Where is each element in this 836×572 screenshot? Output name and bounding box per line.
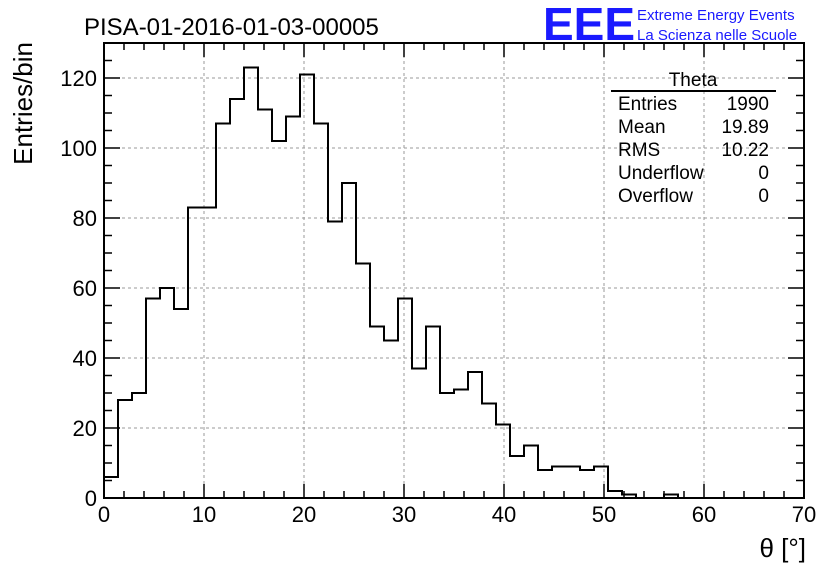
y-tick-labels: 0 20 40 60 80 100 120	[60, 66, 97, 511]
y-tick-label: 100	[60, 136, 97, 161]
histogram-bin	[202, 208, 216, 499]
histogram-bin	[496, 425, 510, 499]
y-axis-label: Entries/bin	[8, 42, 38, 165]
histogram-bin	[566, 467, 580, 499]
stats-rows: Entries 1990 Mean 19.89 RMS 10.22 Underflow 0 Ov…	[618, 94, 769, 207]
x-tick-label: 30	[392, 502, 416, 527]
histogram-bin	[244, 68, 258, 499]
histogram-bin	[230, 99, 244, 498]
stats-row-label: Underflow	[618, 163, 704, 184]
x-tick-label: 70	[792, 502, 816, 527]
histogram-series	[103, 66, 804, 499]
histogram-bin	[272, 141, 286, 498]
x-tick-label: 40	[492, 502, 516, 527]
stats-row-value: 19.89	[721, 117, 769, 138]
histogram-bin	[482, 404, 496, 499]
histogram-bin	[580, 470, 594, 498]
logo-line-2: La Scienza nelle Scuole	[637, 27, 797, 44]
histogram-bin	[146, 299, 160, 499]
x-tick-label: 10	[192, 502, 216, 527]
histogram-bin	[510, 456, 524, 498]
histogram-bin	[524, 446, 538, 499]
histogram-bin	[454, 390, 468, 499]
stats-row-value: 0	[758, 163, 769, 184]
histogram-bin	[300, 75, 314, 499]
chart-title: PISA-01-2016-01-03-00005	[84, 14, 379, 41]
x-tick-labels: 0 10 20 30 40 50 60 70	[98, 502, 816, 527]
stats-title: Theta	[669, 70, 718, 91]
histogram-bin	[314, 124, 328, 499]
histogram-bin	[216, 124, 230, 499]
stats-row-value: 1990	[727, 94, 769, 115]
stats-row-label: Entries	[618, 94, 677, 115]
histogram-bin	[286, 117, 300, 499]
histogram-line	[103, 66, 804, 499]
axis-ticks	[103, 42, 805, 499]
y-tick-label: 40	[73, 346, 97, 371]
logo-line-1: Extreme Energy Events	[637, 7, 795, 24]
x-axis-label: θ [°]	[759, 533, 806, 563]
histogram-bin	[356, 264, 370, 499]
grid-lines	[104, 43, 804, 498]
y-tick-label: 80	[73, 206, 97, 231]
eee-logo-text: EEE	[543, 0, 635, 50]
histogram-bin	[118, 400, 132, 498]
stats-row-value: 10.22	[721, 140, 769, 161]
histogram-bin	[132, 393, 146, 498]
y-tick-label: 20	[73, 416, 97, 441]
histogram-bin	[328, 222, 342, 499]
histogram-bin	[258, 110, 272, 499]
histogram-bin	[412, 369, 426, 499]
stats-row-value: 0	[758, 186, 769, 207]
histogram-bin	[398, 299, 412, 499]
x-tick-label: 50	[592, 502, 616, 527]
histogram-bin	[468, 372, 482, 498]
stats-row-label: RMS	[618, 140, 660, 161]
histogram-bin	[188, 208, 202, 499]
histogram-bin	[160, 288, 174, 498]
histogram-bin	[174, 309, 188, 498]
x-tick-label: 60	[692, 502, 716, 527]
stats-row-label: Mean	[618, 117, 666, 138]
histogram-bin	[440, 393, 454, 498]
histogram-bin	[594, 467, 608, 499]
histogram-bin	[426, 327, 440, 499]
y-tick-label: 0	[85, 486, 97, 511]
histogram-bin	[608, 491, 622, 498]
y-tick-label: 120	[60, 66, 97, 91]
y-tick-label: 60	[73, 276, 97, 301]
histogram-bin	[342, 183, 356, 498]
stats-box: Theta Entries 1990 Mean 19.89 RMS 10.22 Underf…	[611, 70, 776, 207]
x-tick-label: 0	[98, 502, 110, 527]
histogram-bin	[370, 327, 384, 499]
eee-logo: EEE Extreme Energy Events La Scienza nel…	[543, 0, 797, 50]
stats-row-label: Overflow	[618, 186, 693, 207]
histogram-bin	[538, 470, 552, 498]
histogram-bin	[384, 341, 398, 499]
x-tick-label: 20	[292, 502, 316, 527]
